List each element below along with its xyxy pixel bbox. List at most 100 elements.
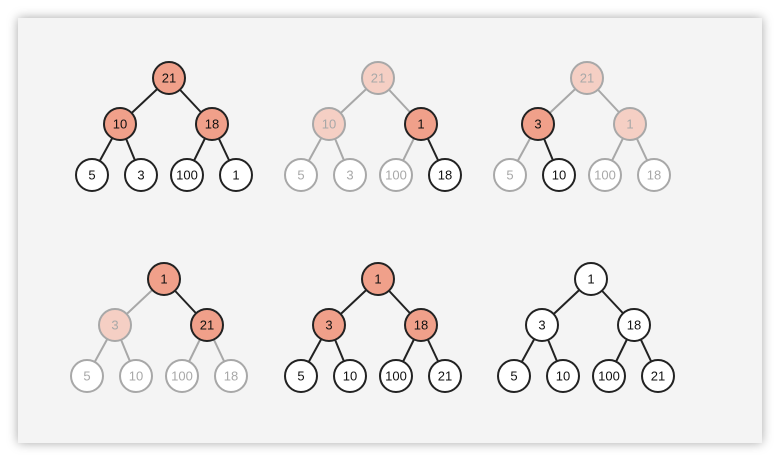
node-circle [379, 158, 413, 192]
node-value: 3 [534, 117, 541, 132]
node-value: 100 [171, 369, 193, 384]
node-value: 21 [580, 71, 594, 86]
node-circle [546, 359, 580, 393]
node-circle [190, 308, 224, 342]
node-circle [404, 107, 438, 141]
tree-node: 3 [333, 158, 367, 192]
node-circle [98, 308, 132, 342]
node-value: 10 [322, 117, 336, 132]
tree-node: 100 [379, 158, 413, 192]
node-circle [525, 308, 559, 342]
tree-node: 21 [428, 359, 462, 393]
tree-node: 5 [75, 158, 109, 192]
node-circle [592, 359, 626, 393]
tree-node: 1 [404, 107, 438, 141]
node-value: 1 [374, 272, 381, 287]
node-circle [379, 359, 413, 393]
node-value: 3 [325, 318, 332, 333]
tree-node: 1 [219, 158, 253, 192]
tree-node: 100 [588, 158, 622, 192]
node-value: 5 [297, 369, 304, 384]
node-value: 1 [160, 272, 167, 287]
tree-node: 21 [190, 308, 224, 342]
node-circle [641, 359, 675, 393]
tree-node: 18 [195, 107, 229, 141]
tree-node: 5 [284, 359, 318, 393]
tree-node: 100 [165, 359, 199, 393]
node-value: 10 [129, 369, 143, 384]
node-value: 10 [343, 369, 357, 384]
node-circle [617, 308, 651, 342]
node-value: 5 [83, 369, 90, 384]
node-value: 100 [385, 369, 407, 384]
node-circle [219, 158, 253, 192]
node-circle [613, 107, 647, 141]
node-value: 100 [176, 168, 198, 183]
tree-node: 21 [641, 359, 675, 393]
node-circle [333, 158, 367, 192]
tree-node: 1 [574, 262, 608, 296]
heap-tree-step-2: 21 10 1 5 3 100 18 [284, 61, 462, 192]
node-value: 18 [438, 168, 452, 183]
node-circle [428, 359, 462, 393]
node-circle [75, 158, 109, 192]
heap-tree-step-4: 1 3 21 5 10 100 18 [70, 262, 248, 393]
tree-node: 10 [542, 158, 576, 192]
node-value: 3 [346, 168, 353, 183]
tree-node: 10 [103, 107, 137, 141]
node-value: 5 [297, 168, 304, 183]
node-value: 21 [371, 71, 385, 86]
node-value: 100 [594, 168, 616, 183]
tree-node: 100 [379, 359, 413, 393]
node-value: 100 [598, 369, 620, 384]
node-circle [497, 359, 531, 393]
node-value: 5 [506, 168, 513, 183]
node-value: 10 [113, 117, 127, 132]
node-value: 1 [626, 117, 633, 132]
tree-node: 5 [497, 359, 531, 393]
tree-node: 10 [312, 107, 346, 141]
node-value: 100 [385, 168, 407, 183]
node-circle [170, 158, 204, 192]
node-value: 18 [224, 369, 238, 384]
tree-node: 18 [428, 158, 462, 192]
node-value: 3 [538, 318, 545, 333]
node-value: 1 [587, 272, 594, 287]
node-value: 10 [552, 168, 566, 183]
node-value: 5 [510, 369, 517, 384]
tree-node: 3 [124, 158, 158, 192]
tree-node: 18 [214, 359, 248, 393]
node-value: 18 [414, 318, 428, 333]
node-value: 18 [647, 168, 661, 183]
node-circle [124, 158, 158, 192]
heap-tree-step-1: 21 10 18 5 3 100 1 [75, 61, 253, 192]
tree-node: 10 [546, 359, 580, 393]
node-circle [70, 359, 104, 393]
node-value: 21 [438, 369, 452, 384]
node-value: 21 [162, 71, 176, 86]
node-circle [119, 359, 153, 393]
tree-node: 1 [147, 262, 181, 296]
node-circle [284, 359, 318, 393]
tree-node: 21 [570, 61, 604, 95]
heap-tree-step-5: 1 3 18 5 10 100 21 [284, 262, 462, 393]
node-circle [195, 107, 229, 141]
heap-tree-step-3: 21 3 1 5 10 100 18 [493, 61, 671, 192]
node-value: 1 [232, 168, 239, 183]
node-circle [361, 262, 395, 296]
node-value: 1 [417, 117, 424, 132]
node-circle [570, 61, 604, 95]
node-circle [333, 359, 367, 393]
tree-node: 18 [637, 158, 671, 192]
tree-node: 100 [592, 359, 626, 393]
tree-node: 1 [361, 262, 395, 296]
node-circle [147, 262, 181, 296]
node-circle [574, 262, 608, 296]
tree-node: 3 [525, 308, 559, 342]
node-circle [637, 158, 671, 192]
tree-node: 21 [361, 61, 395, 95]
node-value: 21 [651, 369, 665, 384]
node-circle [588, 158, 622, 192]
heap-tree-step-6: 1 3 18 5 10 100 21 [497, 262, 675, 393]
tree-node: 21 [152, 61, 186, 95]
